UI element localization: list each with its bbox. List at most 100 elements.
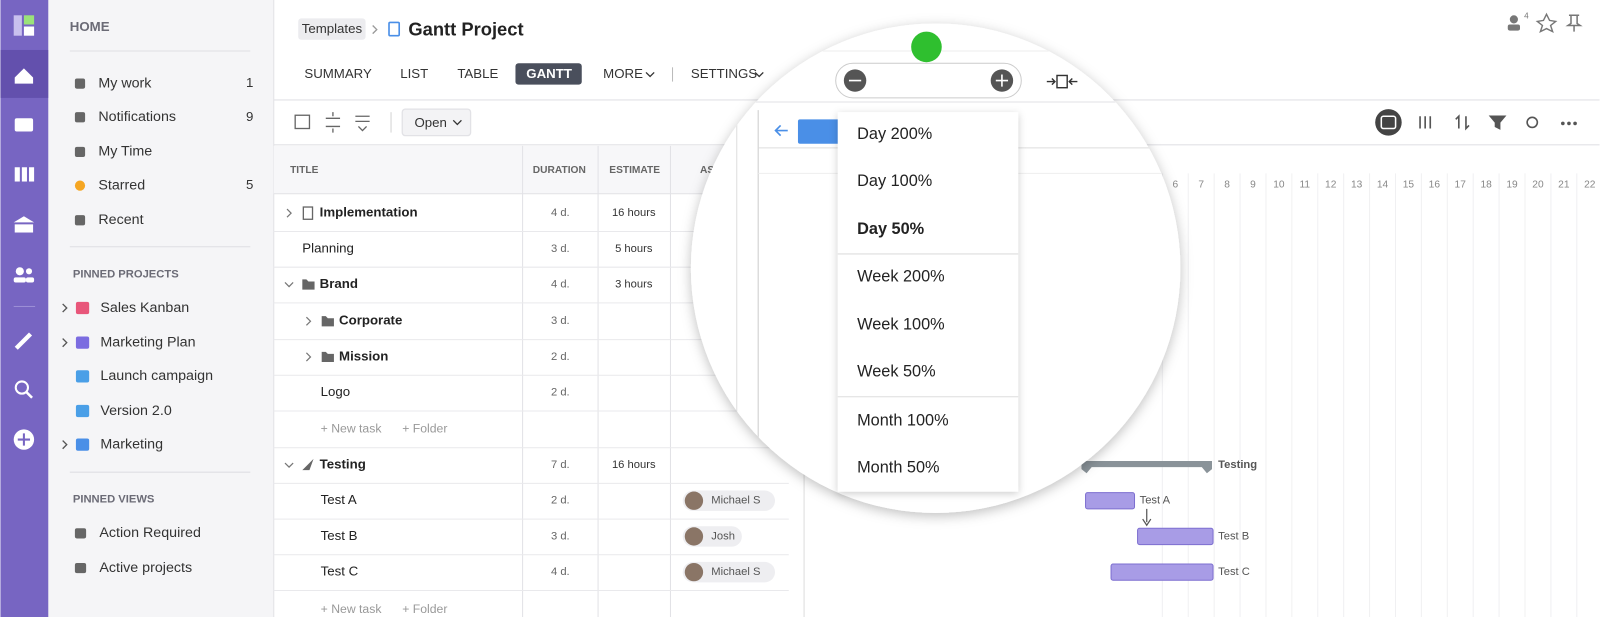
task-bar[interactable] [1110,563,1214,581]
table-header [273,145,789,194]
row-chevron[interactable] [305,352,312,362]
row-chevron[interactable] [284,282,294,288]
open-button[interactable] [401,108,472,137]
new-task[interactable]: + New task [321,422,383,436]
tool-sort[interactable] [1455,114,1470,131]
breadcrumb-chip[interactable] [298,18,366,40]
new-folder[interactable]: + Folder [402,422,447,436]
pinned-project[interactable]: Sales Kanban [100,300,189,316]
tool-filter[interactable] [1488,115,1507,130]
tab[interactable]: GANTT [526,66,572,81]
task-title[interactable]: Test C [321,564,359,579]
assignee-chip[interactable] [682,561,776,583]
bar-label: Test C [1218,566,1250,578]
tab[interactable]: TABLE [457,66,498,81]
task-title[interactable]: Implementation [320,205,418,220]
assignee: Josh [711,530,735,542]
new-folder[interactable]: + Folder [402,602,447,616]
sidebar-item[interactable]: My Time [98,144,152,160]
zoom-option[interactable]: Month 100% [857,412,949,430]
item-count: 5 [246,177,253,192]
new-task[interactable]: + New task [321,602,383,616]
tool-columns[interactable] [1419,116,1432,129]
day: 7 [1198,179,1204,190]
pinned-project[interactable]: Launch campaign [100,368,213,384]
tab[interactable]: LIST [400,66,428,81]
zoom-option[interactable]: Day 200% [857,125,932,143]
task-title[interactable]: Planning [302,240,354,255]
sidebar-item[interactable]: Recent [98,212,143,228]
pinned-project[interactable]: Marketing [100,436,163,452]
dropdown-panel [837,112,1019,492]
item-count: 9 [246,109,253,124]
tab[interactable]: MORE [603,66,643,81]
avatar [684,562,704,582]
duration: 2 d. [551,387,570,399]
task-title[interactable]: Test A [321,492,357,507]
rail [0,0,49,617]
sidebar-home[interactable]: HOME [70,19,110,34]
pinned-project[interactable]: Version 2.0 [100,403,171,419]
avatar [684,491,704,510]
task-bar[interactable] [1137,527,1214,546]
dependency [1142,508,1152,527]
open-label[interactable]: Open [415,115,447,130]
expand-arrow[interactable] [62,440,68,450]
day: 17 [1455,179,1467,190]
section-title: PINNED PROJECTS [73,268,179,280]
task-title[interactable]: Brand [320,276,358,291]
zoom-option[interactable]: Day 100% [857,172,932,190]
task-bar[interactable] [1085,492,1136,510]
assignee-chip[interactable] [682,490,776,511]
estimate: 3 hours [615,279,653,291]
zoom-option[interactable]: Week 100% [857,316,945,334]
sidebar-item[interactable]: Starred [98,177,145,193]
task-title[interactable]: Mission [339,348,388,363]
task-title[interactable]: Test B [321,528,358,543]
task-title[interactable]: Testing [320,457,366,472]
row-chevron[interactable] [305,316,312,326]
row-icon [321,316,334,327]
zoom-option[interactable]: Week 50% [857,363,936,381]
duration: 2 d. [551,351,570,363]
task-title[interactable]: Corporate [339,313,402,328]
breadcrumb-sep [372,25,378,35]
tab-chevron [645,71,655,78]
project-icon [75,404,90,418]
breadcrumb[interactable]: Templates [302,21,363,36]
today-button[interactable] [797,119,843,144]
zoom-option[interactable]: Day 50% [857,220,925,238]
row-chevron[interactable] [284,462,294,468]
row-icon [321,351,334,363]
expand-arrow[interactable] [62,303,68,313]
row-icon [302,279,315,290]
tool-collapse[interactable] [325,112,341,133]
tool-more[interactable] [1561,121,1577,126]
zoom-option[interactable]: Week 200% [857,268,945,286]
cursor-dot [911,31,942,63]
day: 10 [1273,179,1285,190]
sidebar-item[interactable]: My work [98,75,152,91]
tab[interactable]: SETTINGS [691,66,757,81]
day: 6 [1172,179,1178,190]
pinned-view[interactable]: Active projects [99,560,192,576]
expand-arrow[interactable] [62,338,68,348]
tab[interactable]: SUMMARY [304,66,372,81]
pinned-view[interactable]: Action Required [99,525,201,541]
toolbar [294,108,472,137]
row-chevron[interactable] [286,208,292,218]
tool-expand[interactable] [294,114,311,130]
project-icon [75,370,90,383]
tool-expand-all[interactable] [355,115,370,132]
day: 20 [1532,179,1544,190]
fit-icon[interactable] [1046,78,1078,86]
sidebar-item[interactable]: Notifications [98,109,176,125]
zoom-option[interactable]: Month 50% [857,458,939,476]
task-title[interactable]: Logo [321,384,350,399]
tool-view[interactable] [1375,109,1402,136]
duration: 4 d. [551,566,570,578]
pinned-project[interactable]: Marketing Plan [100,334,195,350]
project-icon [75,336,90,349]
tool-settings[interactable] [1526,116,1539,129]
